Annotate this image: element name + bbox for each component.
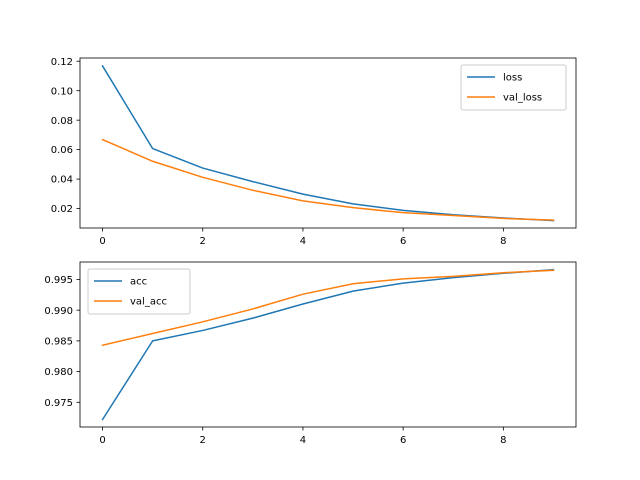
- series-line-acc: [101, 268, 555, 421]
- x-tick-label: 2: [200, 435, 206, 446]
- y-tick-label: 0.02: [51, 204, 73, 215]
- x-tick-label: 6: [400, 435, 406, 446]
- y-tick-label: 0.985: [44, 336, 73, 347]
- y-tick-label: 0.980: [44, 367, 73, 378]
- y-tick-label: 0.995: [44, 275, 73, 286]
- x-tick-label: 0: [99, 236, 105, 247]
- x-tick-label: 4: [300, 236, 306, 247]
- legend-label-acc: acc: [130, 277, 147, 288]
- series-line-val_loss: [101, 138, 555, 221]
- x-tick-label: 0: [99, 435, 105, 446]
- y-tick-label: 0.08: [51, 116, 73, 127]
- axes-frame: [79, 261, 577, 428]
- legend-label-loss: loss: [503, 73, 522, 84]
- x-tick-label: 6: [400, 236, 406, 247]
- x-tick-label: 8: [500, 435, 506, 446]
- x-tick-label: 4: [300, 435, 306, 446]
- y-tick-label: 0.975: [44, 398, 73, 409]
- accuracy-subplot: 0 2 4 6 8 0.975 0.980 0.985 0.990 0.995 acc val_acc: [44, 261, 577, 446]
- y-tick-label: 0.10: [51, 86, 73, 97]
- legend: loss val_loss: [460, 64, 567, 111]
- axes-frame: [79, 57, 577, 229]
- y-tick-label: 0.04: [51, 175, 73, 186]
- y-tick-label: 0.990: [44, 306, 73, 317]
- y-tick-label: 0.06: [51, 145, 73, 156]
- x-tick-label: 2: [200, 236, 206, 247]
- legend-label-val_loss: val_loss: [503, 93, 542, 104]
- y-tick-label: 0.12: [51, 57, 73, 68]
- legend-label-val_acc: val_acc: [130, 297, 167, 308]
- series-line-val_acc: [101, 269, 555, 347]
- legend: acc val_acc: [87, 268, 191, 315]
- loss-subplot: 0 2 4 6 8 0.02 0.04 0.06 0.08 0.10 0.12 loss val_los…: [51, 57, 577, 247]
- x-tick-label: 8: [500, 236, 506, 247]
